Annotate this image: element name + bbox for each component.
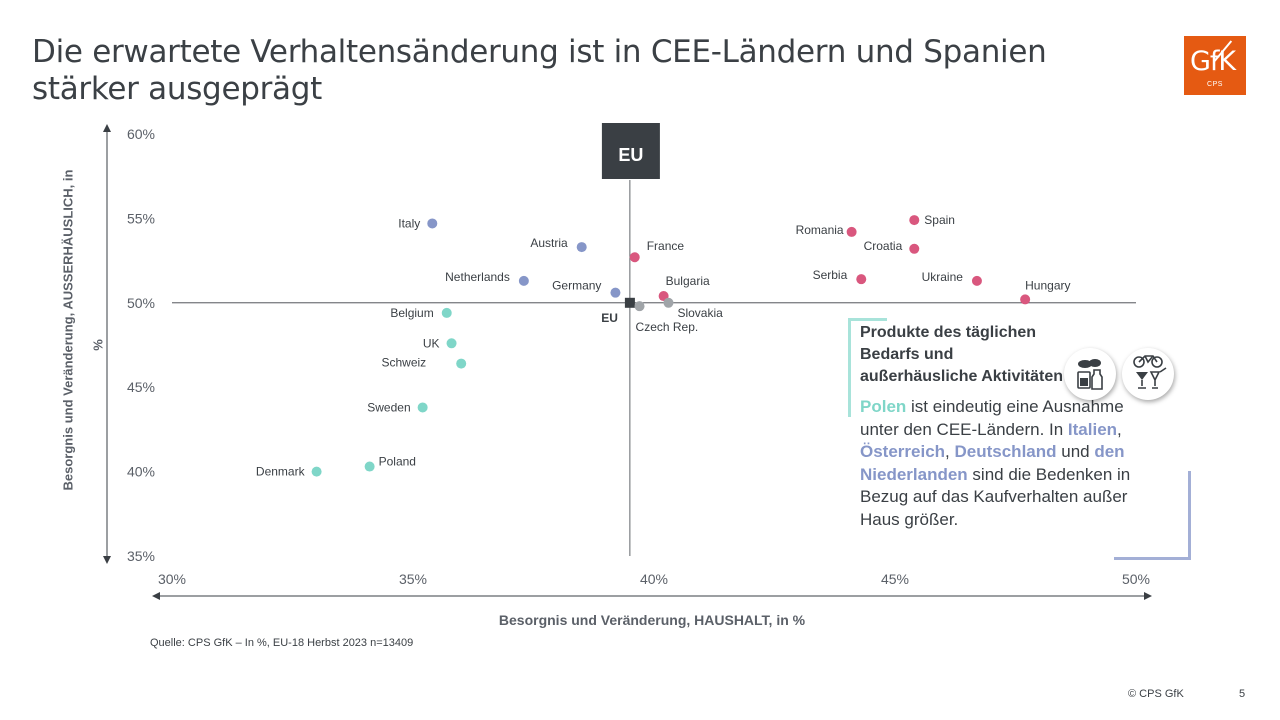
data-point	[417, 402, 428, 413]
x-tick-label: 30%	[158, 571, 186, 587]
data-point	[909, 243, 920, 254]
eu-header-label: EU	[618, 145, 643, 165]
data-point-label: Poland	[379, 455, 416, 469]
groceries-icon	[1064, 348, 1116, 400]
callout-bracket-top	[848, 318, 887, 417]
callout-highlight: Polen	[860, 397, 907, 416]
data-point	[610, 287, 621, 298]
callout-bracket-bottom	[1114, 471, 1191, 560]
eu-header-box	[601, 123, 660, 179]
x-axis-title: Besorgnis und Veränderung, HAUSHALT, in …	[498, 612, 806, 628]
data-point	[1020, 294, 1031, 305]
data-point-label: Italy	[398, 216, 420, 230]
data-point	[518, 275, 529, 286]
x-tick-label: 40%	[640, 571, 668, 587]
y-axis-title: Besorgnis und Veränderung, AUSSERHÄUSLIC…	[60, 169, 76, 491]
x-tick-label: 50%	[1122, 571, 1150, 587]
gfk-logo: GfK CPS	[1184, 36, 1246, 95]
data-point	[364, 461, 375, 472]
page-number: 5	[1239, 688, 1246, 700]
data-point	[456, 358, 467, 369]
callout-text: ist eindeutig eine Ausnahme unter den CE…	[860, 397, 1124, 439]
data-point-label: Netherlands	[445, 270, 510, 284]
callout-box: Produkte des täglichen Bedarfs und außer…	[860, 322, 1180, 531]
data-point-label: Hungary	[1025, 278, 1070, 292]
data-point-label: Spain	[924, 213, 955, 227]
data-point-label: Germany	[552, 279, 601, 293]
data-point-label: Austria	[530, 236, 568, 250]
data-point-label: Bulgaria	[666, 274, 710, 288]
x-tick-label: 45%	[881, 571, 909, 587]
callout-heading: Produkte des täglichen Bedarfs und außer…	[860, 324, 1064, 385]
data-point	[446, 338, 457, 349]
data-point-label: Czech Rep.	[636, 320, 699, 334]
y-tick-label: 50%	[127, 295, 155, 311]
data-point	[441, 307, 452, 318]
logo-sub: CPS	[1207, 81, 1223, 88]
x-tick-label: 35%	[399, 571, 427, 587]
data-point	[311, 466, 322, 477]
data-point-label: France	[647, 239, 685, 253]
y-tick-label: 35%	[127, 548, 155, 564]
data-point	[663, 297, 674, 308]
data-point	[909, 215, 920, 226]
callout-text: sind die Bedenken in Bezug auf das Kaufv…	[860, 464, 1131, 529]
data-point	[427, 218, 438, 229]
source-note: Quelle: CPS GfK – In %, EU-18 Herbst 202…	[150, 637, 414, 649]
data-point-label: Slovakia	[677, 306, 723, 320]
callout-text: ,	[945, 442, 955, 461]
callout-text: ,	[1117, 419, 1122, 439]
data-point-label: Serbia	[813, 268, 848, 282]
data-point-label: Denmark	[256, 465, 306, 479]
data-point-label: Ukraine	[922, 270, 964, 284]
copyright: © CPS GfK	[1128, 688, 1184, 700]
data-point	[971, 275, 982, 286]
data-point-label: Belgium	[390, 306, 433, 320]
data-point-label: Sweden	[367, 400, 410, 414]
callout-highlight: Österreich	[860, 442, 946, 461]
y-axis-unit: %	[90, 339, 106, 351]
callout-text: und	[1056, 442, 1095, 461]
logo-mark: GfK	[1190, 46, 1236, 77]
data-point-label: UK	[423, 336, 440, 350]
callout-highlight: Italien	[1067, 419, 1118, 439]
leisure-icon	[1122, 348, 1174, 400]
y-tick-label: 55%	[127, 210, 155, 226]
data-point-label: Romania	[796, 223, 844, 237]
data-point-label: Croatia	[864, 239, 903, 253]
callout-highlight: Deutschland	[954, 442, 1057, 461]
eu-marker	[624, 297, 635, 308]
y-tick-label: 45%	[127, 379, 155, 395]
page-title: Die erwartete Verhaltensänderung ist in …	[32, 34, 1047, 107]
data-point	[629, 252, 640, 263]
y-tick-label: 40%	[127, 464, 155, 480]
callout-highlight: den Niederlanden	[860, 442, 1125, 484]
data-point	[634, 301, 645, 312]
data-point	[576, 242, 587, 253]
data-point	[846, 226, 857, 237]
y-tick-label: 60%	[127, 126, 155, 142]
callout-body: Polen ist eindeutig eine Ausnahme unter …	[860, 396, 1160, 531]
data-point	[856, 274, 867, 285]
data-point-label: Schweiz	[382, 356, 427, 370]
eu-point-label: EU	[601, 311, 618, 325]
